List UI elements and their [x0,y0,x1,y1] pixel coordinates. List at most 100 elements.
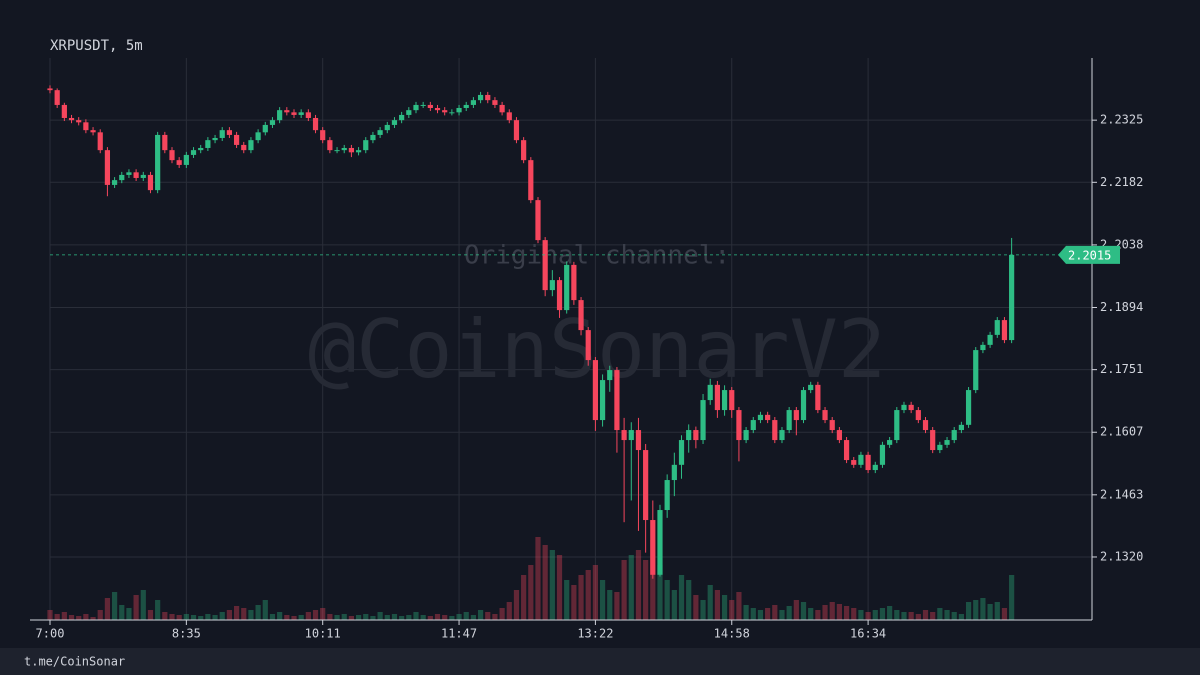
candle-body [169,150,175,161]
last-price-label: 2.2015 [1068,248,1111,262]
candle-body [341,147,347,151]
candle-body [987,334,993,345]
volume-bar [843,606,850,620]
volume-bar [671,590,677,620]
volume-bar [800,602,807,620]
volume-bar [1009,575,1015,620]
candle-body [851,460,857,465]
volume-bar [47,610,53,620]
candle-body [219,130,225,138]
candle-body [399,114,405,121]
volume-bar [456,614,462,620]
candle-body [980,344,986,351]
candle-body [686,430,692,441]
footer-bar [0,648,1200,675]
volume-bar [750,608,756,620]
candle-body [269,120,276,125]
candle-body [664,480,670,511]
candle-body [284,110,290,113]
y-tick-label: 2.1751 [1100,362,1143,376]
candle-body [800,390,807,421]
volume-bar [485,612,491,620]
candle-body [155,134,161,191]
volume-bar [169,614,175,620]
candle-body [320,130,326,141]
volume-bar [729,600,735,620]
volume-bar [262,600,268,620]
candle-body [90,130,96,133]
candle-body [678,440,685,465]
volume-bar [542,545,548,620]
volume-bar [269,614,276,620]
candle-body [808,384,814,391]
volume-bar [678,575,685,620]
volume-bar [391,614,398,620]
candle-body [922,420,929,431]
volume-bar [205,614,211,620]
candle-body [205,140,211,148]
x-tick-label: 10:11 [305,627,341,641]
candle-body [729,390,735,411]
candle-body [635,430,642,451]
volume-bar [413,612,419,620]
volume-bar [944,610,950,620]
candle-body [607,370,613,381]
candle-body [951,430,957,441]
y-tick-label: 2.2325 [1100,113,1143,127]
candle-body [312,117,319,131]
volume-bar [564,580,570,620]
y-tick-label: 2.1607 [1100,425,1143,439]
candle-body [298,112,304,115]
volume-bar [592,565,598,620]
volume-bar [607,590,613,620]
volume-bar [879,608,886,620]
volume-bar [743,605,749,620]
x-tick-label: 14:58 [714,627,750,641]
last-price-tag [1058,245,1120,264]
volume-bar [341,614,347,620]
candle-body [111,180,118,185]
candle-body [958,424,964,431]
x-tick-label: 16:34 [850,627,886,641]
candle-body [879,444,886,465]
candle-body [714,384,720,411]
candle-body [492,100,498,105]
volume-bar [635,550,642,620]
volume-bar [836,604,842,620]
volume-bar [721,595,728,620]
volume-bar [427,616,433,620]
volume-bar [277,612,283,620]
candle-body [327,140,333,151]
volume-bar [320,608,326,620]
candle-body [104,150,111,185]
candle-body [521,140,527,161]
volume-bar [327,614,333,620]
candle-body [248,140,254,151]
candle-body [628,430,634,441]
volume-bar [76,616,82,620]
volume-bar [54,614,60,620]
candle-body [571,264,577,301]
candle-body [535,200,541,241]
volume-bar [535,537,541,620]
volume-bar [757,610,764,620]
volume-bar [420,615,426,620]
x-tick-label: 8:35 [172,627,201,641]
candle-body [76,120,82,123]
volume-bar [119,605,125,620]
volume-bar [370,616,376,620]
volume-bar [348,616,355,620]
volume-bar [363,614,369,620]
candle-body [772,420,778,441]
volume-bar [521,575,527,620]
candle-body [291,112,297,115]
volume-bar [155,600,161,620]
y-tick-label: 2.1320 [1100,549,1143,563]
volume-bar [851,608,857,620]
volume-bar [664,580,670,620]
volume-bar [176,615,182,620]
volume-bar [111,592,118,620]
candle-body [47,88,53,91]
volume-bar [434,614,441,620]
